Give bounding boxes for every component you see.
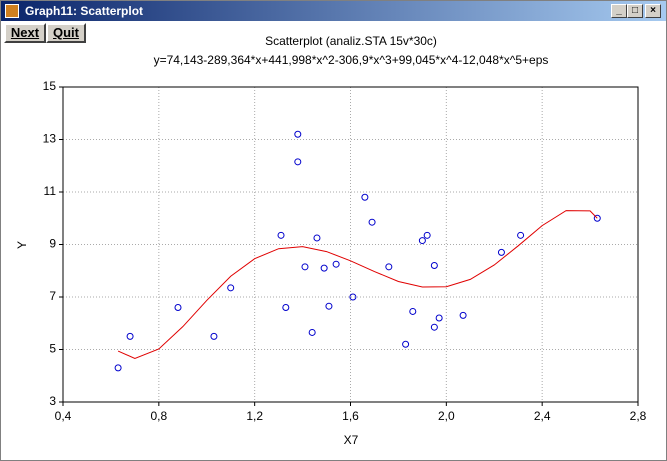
y-axis-label: Y [15, 241, 29, 249]
point [409, 307, 417, 315]
x-tick-label: 1,2 [246, 409, 263, 423]
point [282, 304, 290, 311]
point [114, 364, 122, 372]
x-tick-label: 2,8 [630, 409, 647, 423]
point [459, 311, 467, 319]
app-icon [5, 4, 19, 18]
x-axis-label: X7 [344, 433, 359, 447]
y-tick-label: 15 [43, 79, 57, 93]
point [210, 332, 218, 340]
point [368, 218, 376, 226]
point [349, 293, 357, 301]
x-tick-label: 1,6 [342, 409, 359, 423]
point [227, 284, 235, 292]
point [418, 237, 426, 245]
maximize-button[interactable]: □ [627, 4, 643, 18]
point [325, 302, 333, 310]
point [497, 248, 505, 256]
point [126, 332, 134, 340]
y-tick-label: 13 [43, 132, 57, 146]
point [332, 260, 340, 268]
point [174, 304, 182, 311]
point [313, 234, 321, 242]
y-tick-label: 9 [49, 237, 56, 251]
point [294, 158, 302, 166]
y-tick-label: 11 [44, 184, 57, 198]
quit-button[interactable]: Quit [46, 23, 86, 43]
x-tick-label: 0,4 [55, 409, 72, 423]
point [517, 231, 525, 239]
point [361, 193, 369, 201]
point [301, 263, 309, 271]
fit-line [117, 210, 598, 359]
point [430, 262, 438, 269]
minimize-button[interactable]: _ [611, 4, 627, 18]
x-tick-label: 2,4 [534, 409, 551, 423]
point [308, 328, 316, 336]
point [277, 231, 285, 239]
point [423, 231, 431, 239]
point [435, 314, 443, 322]
close-button[interactable]: × [645, 4, 661, 18]
point [402, 340, 410, 348]
point [385, 263, 393, 271]
point [320, 264, 328, 272]
y-tick-label: 7 [49, 289, 56, 303]
chart-subtitle: y=74,143-289,364*x+441,998*x^2-306,9*x^3… [154, 53, 549, 67]
chart-title: Scatterplot (analiz.STA 15v*30c) [265, 34, 437, 48]
point [430, 323, 438, 331]
plot-border [62, 86, 639, 403]
y-tick-label: 3 [49, 394, 56, 408]
window-title: Graph11: Scatterplot [25, 4, 144, 18]
point [593, 214, 601, 222]
y-tick-label: 5 [49, 342, 56, 356]
x-tick-label: 2,0 [438, 409, 455, 423]
next-button[interactable]: Next [4, 23, 46, 43]
point [294, 130, 302, 138]
x-tick-label: 0,8 [150, 409, 167, 423]
title-bar: Graph11: Scatterplot _ □ × [1, 1, 666, 21]
